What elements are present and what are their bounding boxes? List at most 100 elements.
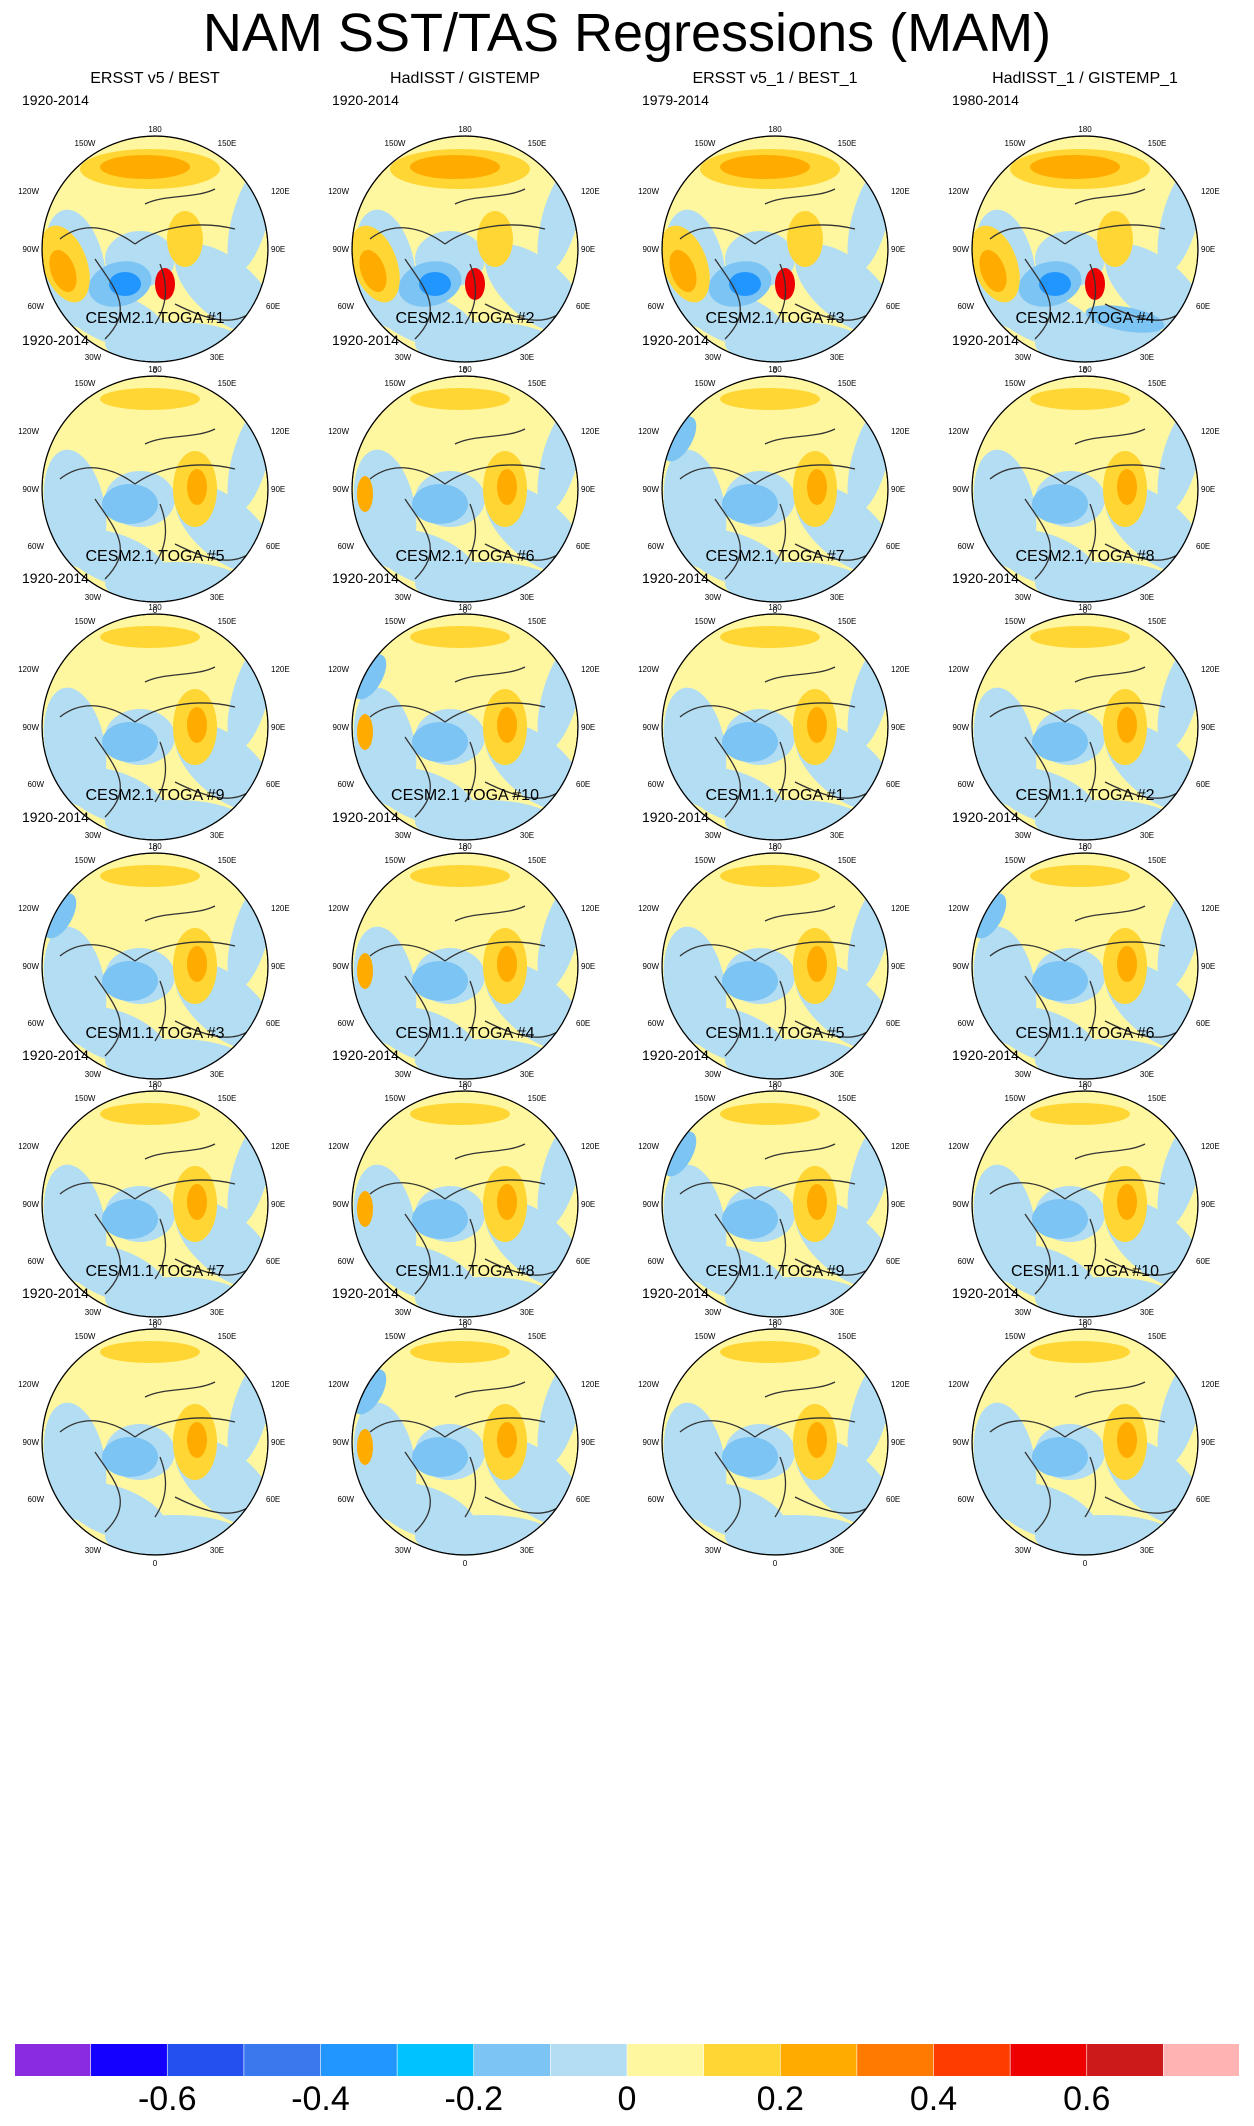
map-outline <box>971 375 1199 603</box>
coastline <box>404 498 431 580</box>
lon-label-120e: 120E <box>891 1380 910 1389</box>
positive-region <box>1030 388 1130 410</box>
coastline <box>444 1179 546 1200</box>
lon-label-30w: 30W <box>705 831 722 840</box>
panel-title: ERSST v5_1 / BEST_1 <box>692 70 858 87</box>
coastline <box>714 498 741 580</box>
lon-label-90w: 90W <box>333 485 350 494</box>
lon-label-150w: 150W <box>1005 856 1026 865</box>
lon-label-30w: 30W <box>705 593 722 602</box>
lon-label-0: 0 <box>1083 1559 1088 1568</box>
lon-label-60e: 60E <box>1196 780 1210 789</box>
map-outline <box>351 375 579 603</box>
lon-label-120w: 120W <box>638 665 659 674</box>
negative-region <box>62 1481 168 1543</box>
lon-label-150e: 150E <box>528 1332 547 1341</box>
map-outline <box>41 1090 269 1318</box>
lon-label-150w: 150W <box>695 617 716 626</box>
positive-region <box>1030 865 1130 887</box>
lon-label-90e: 90E <box>1201 723 1215 732</box>
map-outline <box>971 1328 1199 1556</box>
negative-region <box>663 1131 697 1177</box>
lon-label-120e: 120E <box>581 1142 600 1151</box>
lon-label-0: 0 <box>773 1559 778 1568</box>
lon-label-120e: 120E <box>581 187 600 196</box>
map-outline <box>41 613 269 841</box>
positive-region <box>357 953 373 989</box>
negative-region <box>682 288 788 350</box>
lon-label-0: 0 <box>1083 1083 1088 1092</box>
lon-label-150w: 150W <box>75 379 96 388</box>
lon-label-60w: 60W <box>648 1495 665 1504</box>
lon-label-30w: 30W <box>395 1546 412 1555</box>
positive-region <box>720 865 820 887</box>
lon-label-120e: 120E <box>581 665 600 674</box>
lon-label-90e: 90E <box>891 962 905 971</box>
lon-label-120e: 120E <box>271 187 290 196</box>
lon-label-60w: 60W <box>28 302 45 311</box>
colorbar-swatch <box>856 2043 935 2077</box>
polar-map: 180 150W 150E 120W 120E 90W 90E 60W 60E 30W 30E 0 <box>930 108 1240 390</box>
polar-map: 180 150W 150E 120W 120E 90W 90E 60W 60E 30W 30E 0 <box>620 348 930 630</box>
map-fill <box>662 376 888 602</box>
polar-map: 180 150W 150E 120W 120E 90W 90E 60W 60E 30W 30E 0 <box>0 1063 310 1345</box>
polar-map-svg: 180 150W 150E 120W 120E 90W 90E 60W 60E 30W 30E 0 <box>948 1080 1220 1330</box>
coastline <box>754 1179 856 1200</box>
positive-region <box>410 155 500 179</box>
lon-label-30w: 30W <box>1015 831 1032 840</box>
coastline <box>369 1182 446 1200</box>
map-outline <box>971 135 1199 363</box>
lon-label-150e: 150E <box>1148 1094 1167 1103</box>
positive-region <box>807 1422 827 1458</box>
negative-region <box>992 1005 1098 1067</box>
lon-label-0: 0 <box>1083 1321 1088 1330</box>
lon-label-150w: 150W <box>695 139 716 148</box>
map-fill <box>972 376 1198 602</box>
lon-label-150e: 150E <box>838 139 857 148</box>
map-fill <box>42 136 268 362</box>
lon-label-90e: 90E <box>271 1438 285 1447</box>
lon-label-0: 0 <box>463 366 468 375</box>
lon-label-60e: 60E <box>266 1257 280 1266</box>
lon-label-30w: 30W <box>85 593 102 602</box>
lon-label-150w: 150W <box>1005 379 1026 388</box>
lon-label-90e: 90E <box>581 723 595 732</box>
negative-region <box>682 528 788 590</box>
polar-map: 180 150W 150E 120W 120E 90W 90E 60W 60E 30W 30E 0 <box>0 108 310 390</box>
lon-label-120w: 120W <box>18 904 39 913</box>
panel-title: CESM2.1 TOGA #2 <box>395 310 535 327</box>
polar-map: 180 150W 150E 120W 120E 90W 90E 60W 60E 30W 30E 0 <box>930 1063 1240 1345</box>
coastline <box>154 503 167 565</box>
positive-region <box>410 865 510 887</box>
map-outline <box>971 613 1199 841</box>
lon-label-120w: 120W <box>638 1142 659 1151</box>
coastline <box>59 227 136 245</box>
colorbar-swatch <box>1163 2043 1240 2077</box>
positive-region <box>807 946 827 982</box>
lon-label-30w: 30W <box>395 831 412 840</box>
polar-map: 180 150W 150E 120W 120E 90W 90E 60W 60E 30W 30E 0 <box>310 825 620 1107</box>
lon-label-150e: 150E <box>528 856 547 865</box>
coastline <box>94 975 121 1057</box>
lon-label-30w: 30W <box>705 1308 722 1317</box>
map-panel: CESM2.1 TOGA #7 1920-2014 180 150W 150E 120W 1… <box>620 548 930 868</box>
coastline <box>369 944 446 962</box>
coastline <box>989 944 1066 962</box>
lon-label-30w: 30W <box>395 1070 412 1079</box>
lon-label-150e: 150E <box>1148 379 1167 388</box>
lon-label-180: 180 <box>148 842 162 851</box>
coastline <box>144 905 216 922</box>
negative-region <box>62 288 168 350</box>
negative-region <box>682 766 788 828</box>
lon-label-30e: 30E <box>830 353 844 362</box>
polar-map-svg: 180 150W 150E 120W 120E 90W 90E 60W 60E 30W 30E 0 <box>18 1080 290 1330</box>
coastline <box>454 428 526 445</box>
lon-label-180: 180 <box>148 365 162 374</box>
lon-label-60w: 60W <box>338 1495 355 1504</box>
map-outline <box>661 613 889 841</box>
coastline <box>714 975 741 1057</box>
map-fill <box>972 136 1198 362</box>
lon-label-120w: 120W <box>638 427 659 436</box>
lon-label-180: 180 <box>148 1080 162 1089</box>
positive-region <box>720 155 810 179</box>
